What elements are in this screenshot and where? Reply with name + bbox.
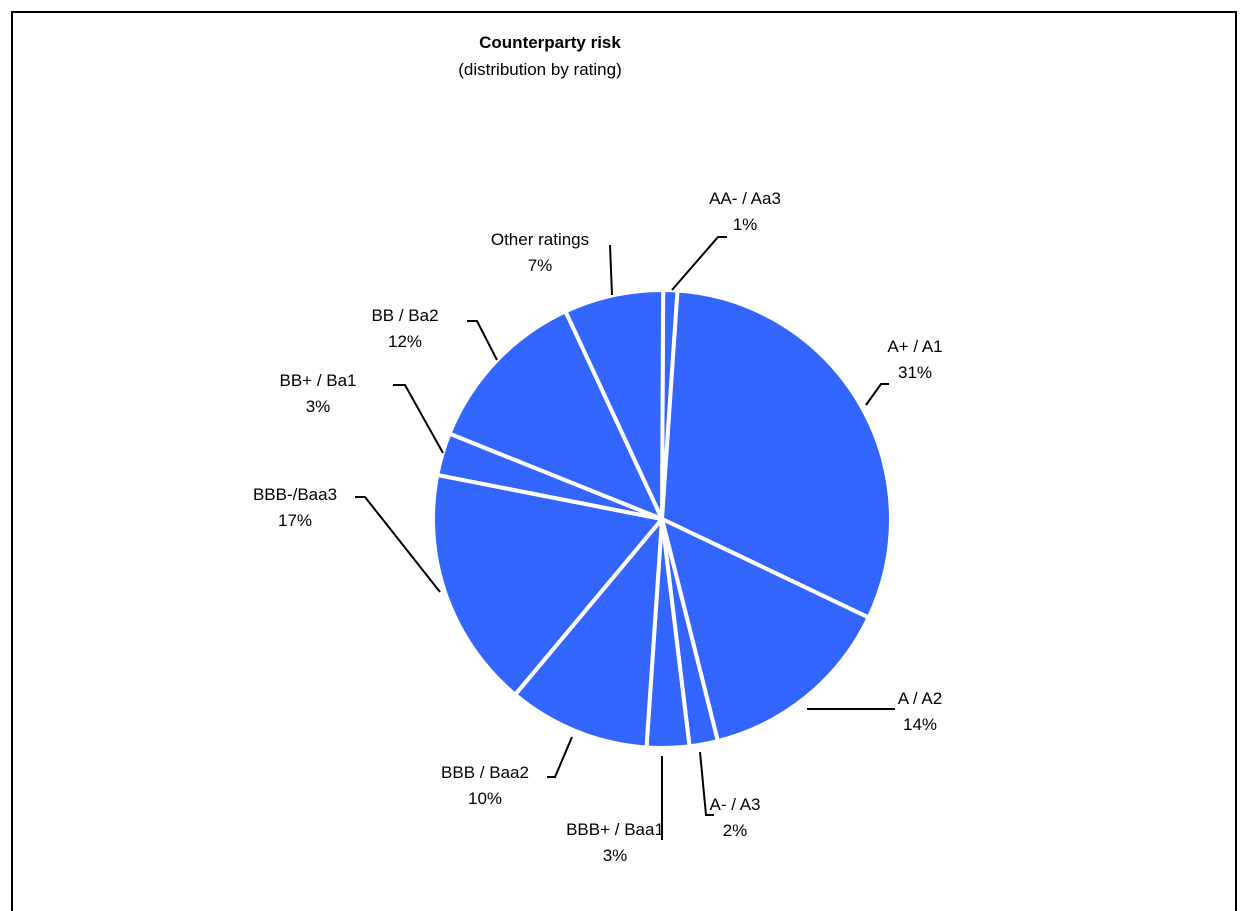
slice-name-label: BBB-/Baa3 xyxy=(253,485,337,504)
chart-subtitle: (distribution by rating) xyxy=(458,60,621,79)
slice-name-label: BBB / Baa2 xyxy=(441,763,529,782)
pie-slice-7 xyxy=(431,472,664,697)
slice-percent-label: 2% xyxy=(723,821,748,840)
slice-name-label: A+ / A1 xyxy=(887,337,942,356)
slice-name-label: BBB+ / Baa1 xyxy=(566,820,664,839)
leader-line-9 xyxy=(467,320,498,361)
pie-slices xyxy=(431,287,893,750)
slice-name-label: A / A2 xyxy=(898,689,942,708)
slice-percent-label: 12% xyxy=(388,332,422,351)
leader-line-4 xyxy=(699,751,714,816)
pie-slice-3 xyxy=(660,517,871,744)
slice-percent-label: 7% xyxy=(528,256,553,275)
leader-line-10 xyxy=(609,244,613,296)
pie-slice-6 xyxy=(513,517,664,750)
leader-line-7 xyxy=(355,496,441,593)
slice-name-label: BB / Ba2 xyxy=(371,306,438,325)
leader-line-2 xyxy=(865,383,889,406)
slice-percent-label: 17% xyxy=(278,511,312,530)
slice-name-label: A- / A3 xyxy=(709,795,760,814)
pie-slice-10 xyxy=(563,287,666,521)
slice-percent-label: 1% xyxy=(733,215,758,234)
slice-name-label: BB+ / Ba1 xyxy=(279,371,356,390)
chart-title: Counterparty risk xyxy=(479,33,621,52)
slice-percent-label: 10% xyxy=(468,789,502,808)
pie-slice-9 xyxy=(447,309,664,521)
pie-slice-2 xyxy=(660,288,893,620)
leader-line-6 xyxy=(547,736,573,778)
slice-percent-label: 3% xyxy=(603,846,628,865)
slice-percent-label: 31% xyxy=(898,363,932,382)
slice-percent-label: 14% xyxy=(903,715,937,734)
slice-name-label: AA- / Aa3 xyxy=(709,189,781,208)
slice-labels: AA- / Aa3 1% A+ / A1 31% A / A2 14% A- / A3 2% B… xyxy=(253,189,943,865)
leader-line-8 xyxy=(393,384,444,454)
slice-name-label: Other ratings xyxy=(491,230,589,249)
leader-line-1 xyxy=(671,236,727,291)
slice-percent-label: 3% xyxy=(306,397,331,416)
